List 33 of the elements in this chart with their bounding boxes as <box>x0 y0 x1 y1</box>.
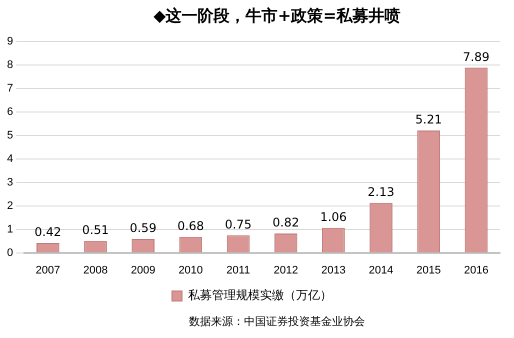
x-tick-label: 2016 <box>464 264 488 276</box>
data-label: 0.75 <box>224 217 252 232</box>
y-tick-label: 0 <box>6 246 14 259</box>
x-tick-label: 2015 <box>416 264 441 276</box>
x-tick-label: 2010 <box>178 264 203 276</box>
data-label: 0.68 <box>177 218 204 233</box>
x-tick-label: 2014 <box>368 264 394 276</box>
y-tick-label: 8 <box>6 59 14 72</box>
x-tick-label: 2013 <box>321 264 346 276</box>
x-tick-label: 2012 <box>274 264 298 276</box>
data-label: 0.42 <box>34 225 62 240</box>
y-tick-label: 2 <box>6 200 14 212</box>
data-label: 2.13 <box>368 184 394 199</box>
data-label: 0.59 <box>130 221 156 236</box>
legend-label: 私募管理规模实缴（万亿） <box>188 288 332 302</box>
data-label: 1.06 <box>320 210 347 224</box>
x-tick-label: 2009 <box>130 264 156 276</box>
y-tick-label: 9 <box>6 36 14 48</box>
y-tick-label: 3 <box>6 176 14 188</box>
x-tick-label: 2011 <box>226 264 250 276</box>
data-label: 5.21 <box>415 112 442 127</box>
x-tick-label: 2007 <box>36 264 60 276</box>
data-label: 0.82 <box>272 216 300 230</box>
data-label: 7.89 <box>462 50 490 64</box>
chart-title: ◆这一阶段，牛市+政策=私募井喷 <box>152 6 402 27</box>
y-tick-label: 4 <box>6 152 14 165</box>
y-tick-label: 1 <box>6 223 14 236</box>
y-tick-label: 7 <box>6 82 14 95</box>
x-tick-label: 2008 <box>83 264 108 276</box>
data-label: 0.51 <box>82 222 109 237</box>
source-note: 数据来源：中国证券投资基金业协会 <box>188 314 366 329</box>
y-tick-label: 5 <box>6 130 14 142</box>
y-tick-label: 6 <box>6 106 14 118</box>
